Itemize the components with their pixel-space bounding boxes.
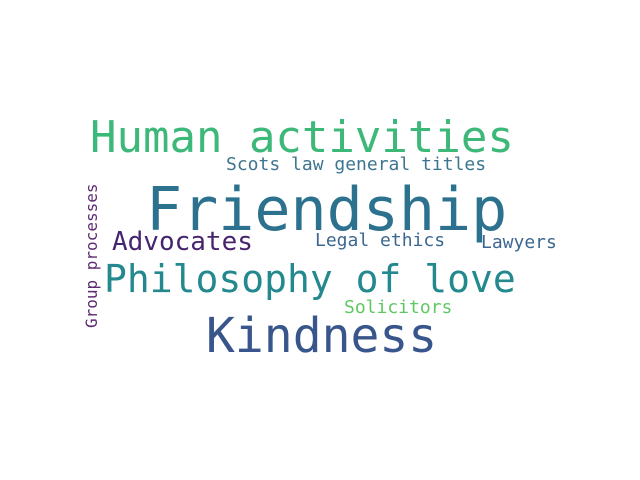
word-legal-ethics: Legal ethics [315, 230, 446, 251]
word-advocates: Advocates [112, 227, 253, 257]
word-philosophy-of-love: Philosophy of love [104, 257, 516, 301]
word-group-processes: Group processes [82, 183, 101, 329]
word-human-activities: Human activities [90, 112, 514, 163]
word-solicitors: Solicitors [344, 297, 453, 318]
word-kindness: Kindness [206, 308, 438, 364]
word-friendship: Friendship [146, 175, 508, 245]
word-lawyers: Lawyers [481, 232, 557, 253]
word-scots-law-general-titles: Scots law general titles [226, 154, 487, 175]
